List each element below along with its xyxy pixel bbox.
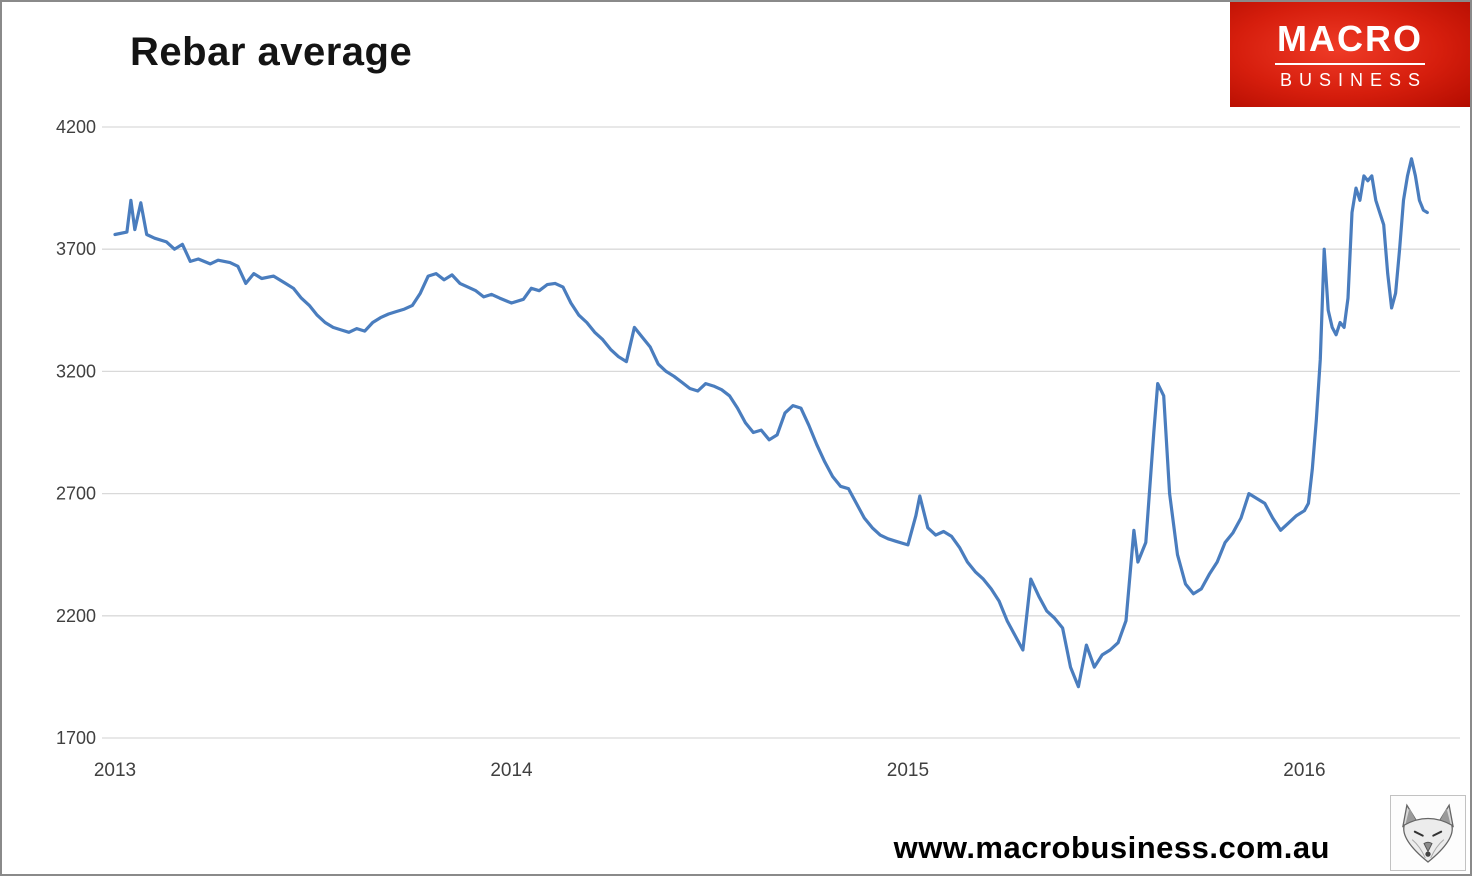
logo-divider: [1275, 62, 1425, 65]
y-tick-label: 3700: [56, 239, 96, 259]
x-tick-label: 2015: [887, 760, 929, 781]
y-tick-label: 3200: [56, 361, 96, 381]
y-tick-label: 2700: [56, 484, 96, 504]
y-tick-label: 4200: [56, 117, 96, 137]
logo-macro-text: MACRO: [1277, 18, 1423, 60]
x-tick-label: 2013: [94, 760, 136, 781]
fox-logo-frame: [1390, 795, 1466, 871]
logo-business-text: BUSINESS: [1279, 69, 1428, 90]
x-tick-label: 2016: [1283, 760, 1325, 781]
chart-title: Rebar average: [130, 30, 413, 74]
fox-head-icon: [1402, 803, 1454, 863]
footer-url: www.macrobusiness.com.au: [893, 830, 1330, 865]
y-tick-label: 1700: [56, 728, 96, 748]
macrobusiness-logo: MACRO BUSINESS: [1230, 2, 1470, 107]
rebar-price-line: [113, 157, 1429, 689]
y-tick-label: 2200: [56, 606, 96, 626]
x-tick-label: 2014: [490, 760, 533, 781]
